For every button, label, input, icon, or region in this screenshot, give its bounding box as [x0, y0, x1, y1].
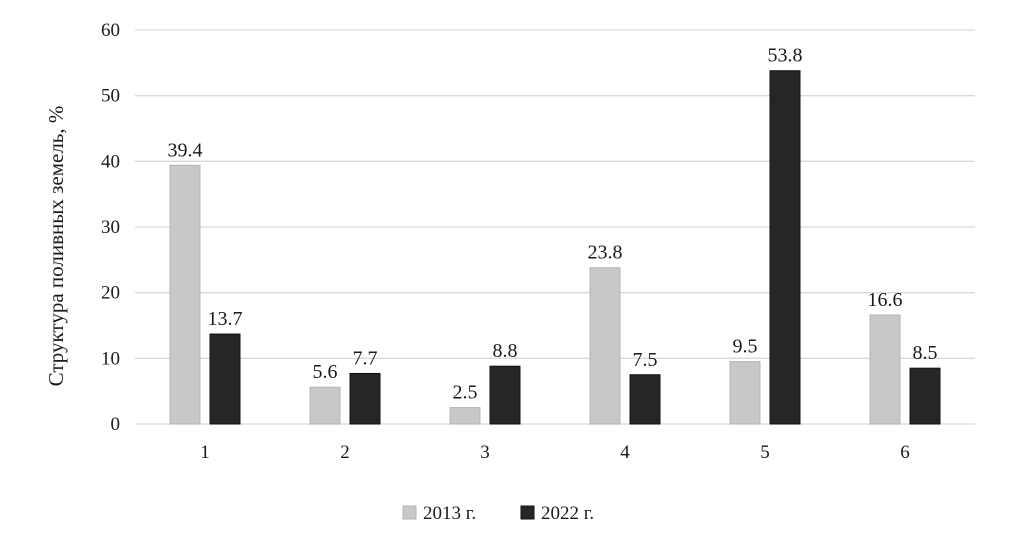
bar-2013-cat-2 [309, 386, 341, 425]
legend-swatch-2022 [520, 505, 535, 520]
legend-swatch-2013 [402, 505, 417, 520]
x-tick-label: 1 [200, 442, 210, 463]
bar-2022-cat-4 [629, 374, 661, 425]
bar-2013-cat-4 [589, 267, 621, 425]
legend-label: 2013 г. [423, 503, 476, 524]
bar-2022-cat-1 [209, 333, 241, 425]
x-tick-label: 6 [900, 442, 910, 463]
data-label: 5.6 [313, 361, 338, 383]
x-tick-label: 2 [340, 442, 350, 463]
data-label: 13.7 [208, 308, 243, 330]
y-tick-label: 60 [101, 20, 120, 41]
legend-label: 2022 г. [541, 503, 594, 524]
data-label: 39.4 [168, 139, 203, 161]
data-label: 8.5 [913, 342, 938, 364]
data-label: 53.8 [768, 45, 803, 67]
bar-2013-cat-5 [729, 361, 761, 425]
y-tick-label: 0 [111, 414, 121, 435]
y-tick-label: 30 [101, 217, 120, 238]
bar-2022-cat-6 [909, 367, 941, 425]
legend: 2013 г. 2022 г. [402, 503, 594, 524]
data-label: 23.8 [588, 242, 623, 264]
x-tick-label: 4 [620, 442, 630, 463]
y-axis-title: Структура поливных земель, % [44, 106, 68, 387]
data-label: 8.8 [493, 340, 518, 362]
data-label: 7.7 [353, 347, 378, 369]
bar-2013-cat-3 [449, 407, 481, 425]
y-tick-label: 10 [101, 348, 120, 369]
bar-2022-cat-3 [489, 365, 521, 425]
x-axis-ticks: 1 2 3 4 5 6 [200, 442, 910, 463]
data-label: 16.6 [868, 289, 903, 311]
y-axis-ticks: 0 10 20 30 40 50 60 [101, 20, 120, 435]
y-tick-label: 40 [101, 151, 120, 172]
y-tick-label: 20 [101, 283, 120, 304]
bar-2022-cat-5 [769, 70, 801, 425]
bar-2022-cat-2 [349, 372, 381, 425]
y-tick-label: 50 [101, 86, 120, 107]
data-label: 7.5 [633, 349, 658, 371]
bars: 39.4 13.7 5.6 7.7 2.5 8.8 23.8 7.5 9.5 53.8 16.6 8.… [168, 45, 941, 425]
x-tick-label: 5 [760, 442, 770, 463]
data-label: 2.5 [453, 382, 478, 404]
x-tick-label: 3 [480, 442, 490, 463]
grid-lines [135, 29, 975, 425]
bar-2013-cat-1 [169, 164, 201, 425]
bar-2013-cat-6 [869, 314, 901, 425]
data-label: 9.5 [733, 336, 758, 358]
